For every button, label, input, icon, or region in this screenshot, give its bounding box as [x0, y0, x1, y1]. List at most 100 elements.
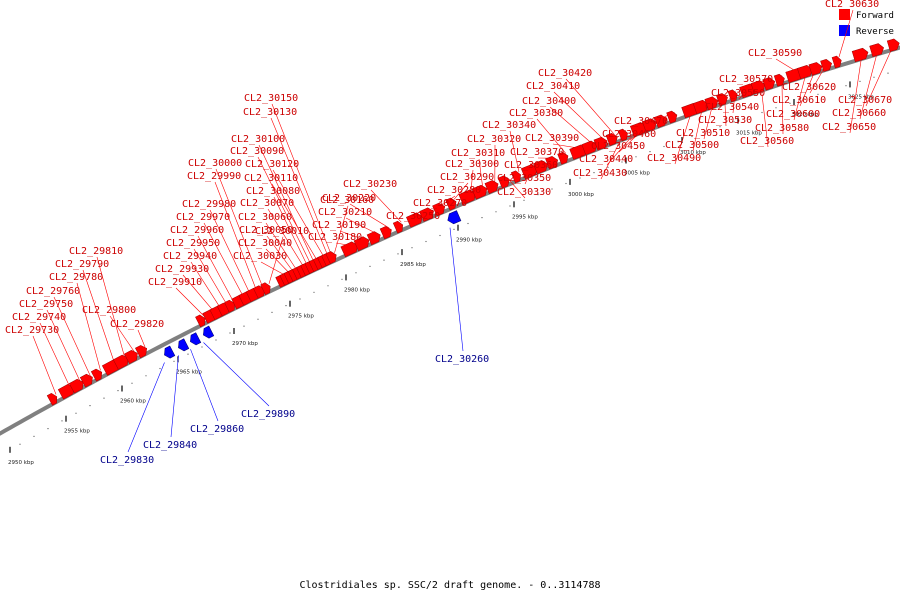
forward-gene-label[interactable]: CL2_30560 — [740, 136, 794, 147]
forward-gene-arrow[interactable] — [224, 299, 237, 313]
forward-gene-arrow[interactable] — [851, 47, 870, 63]
forward-gene-label[interactable]: CL2_30500 — [665, 140, 719, 151]
forward-gene-label[interactable]: CL2_30320 — [467, 134, 521, 145]
forward-gene-arrow[interactable] — [68, 377, 86, 394]
forward-gene-arrow[interactable] — [886, 38, 900, 52]
forward-gene-arrow[interactable] — [704, 95, 720, 111]
forward-gene-arrow[interactable] — [617, 128, 629, 142]
forward-gene-arrow[interactable] — [123, 348, 140, 365]
forward-gene-label[interactable]: CL2_30250 — [386, 211, 440, 222]
forward-gene-label[interactable]: CL2_29910 — [148, 277, 202, 288]
forward-gene-label[interactable]: CL2_29820 — [110, 319, 164, 330]
forward-gene-label[interactable]: CL2_30660 — [832, 108, 886, 119]
reverse-gene-arrow[interactable] — [162, 345, 176, 360]
forward-gene-label[interactable]: CL2_29780 — [49, 272, 103, 283]
forward-gene-arrow[interactable] — [762, 76, 777, 91]
forward-gene-label[interactable]: CL2_29740 — [12, 312, 66, 323]
reverse-gene-arrow[interactable] — [188, 332, 202, 347]
forward-gene-label[interactable]: CL2_30130 — [243, 107, 297, 118]
forward-gene-arrow[interactable] — [392, 220, 405, 234]
forward-gene-arrow[interactable] — [533, 159, 549, 175]
forward-gene-arrow[interactable] — [112, 353, 131, 370]
reverse-gene-label[interactable]: CL2_29890 — [241, 409, 295, 420]
forward-gene-label[interactable]: CL2_30090 — [230, 146, 284, 157]
forward-gene-label[interactable]: CL2_29750 — [19, 299, 73, 310]
forward-gene-label[interactable]: CL2_30270 — [413, 198, 467, 209]
forward-gene-arrow[interactable] — [773, 73, 786, 87]
forward-gene-arrow[interactable] — [557, 151, 570, 165]
forward-gene-arrow[interactable] — [605, 132, 619, 146]
forward-gene-arrow[interactable] — [808, 61, 824, 76]
forward-gene-label[interactable]: CL2_30390 — [525, 133, 579, 144]
forward-gene-arrow[interactable] — [260, 281, 273, 296]
forward-gene-arrow[interactable] — [432, 201, 447, 217]
forward-gene-label[interactable]: CL2_30100 — [231, 134, 285, 145]
forward-gene-label[interactable]: CL2_30350 — [497, 173, 551, 184]
forward-gene-label[interactable]: CL2_30490 — [647, 153, 701, 164]
forward-gene-label[interactable]: CL2_29990 — [187, 171, 241, 182]
forward-gene-label[interactable]: CL2_30160 — [320, 195, 374, 206]
forward-gene-label[interactable]: CL2_30460 — [602, 129, 656, 140]
forward-gene-label[interactable]: CL2_30510 — [676, 128, 730, 139]
forward-gene-label[interactable]: CL2_30330 — [497, 187, 551, 198]
forward-gene-label[interactable]: CL2_29930 — [155, 264, 209, 275]
forward-gene-label[interactable]: CL2_30420 — [538, 68, 592, 79]
forward-gene-arrow[interactable] — [340, 240, 360, 258]
forward-gene-label[interactable]: CL2_30400 — [522, 96, 576, 107]
forward-gene-label[interactable]: CL2_30540 — [705, 102, 759, 113]
forward-gene-label[interactable]: CL2_30050 — [239, 225, 293, 236]
forward-gene-label[interactable]: CL2_30360 — [504, 160, 558, 171]
forward-gene-label[interactable]: CL2_30000 — [188, 158, 242, 169]
forward-gene-arrow[interactable] — [642, 117, 658, 133]
reverse-gene-label[interactable]: CL2_29860 — [190, 424, 244, 435]
forward-gene-label[interactable]: CL2_30440 — [579, 154, 633, 165]
forward-gene-label[interactable]: CL2_30450 — [591, 141, 645, 152]
forward-gene-arrow[interactable] — [46, 392, 59, 406]
forward-gene-label[interactable]: CL2_30470 — [614, 116, 668, 127]
forward-gene-label[interactable]: CL2_29970 — [176, 212, 230, 223]
reverse-gene-arrow[interactable] — [446, 210, 462, 226]
forward-gene-label[interactable]: CL2_30370 — [510, 147, 564, 158]
forward-gene-arrow[interactable] — [692, 99, 710, 115]
forward-gene-label[interactable]: CL2_30580 — [755, 123, 809, 134]
forward-gene-arrow[interactable] — [419, 206, 435, 222]
forward-gene-label[interactable]: CL2_30110 — [244, 173, 298, 184]
reverse-gene-arrow[interactable] — [176, 338, 190, 353]
forward-gene-arrow[interactable] — [666, 110, 679, 124]
forward-gene-arrow[interactable] — [654, 114, 668, 128]
forward-gene-arrow[interactable] — [471, 184, 489, 200]
forward-gene-arrow[interactable] — [497, 174, 511, 189]
forward-gene-label[interactable]: CL2_30190 — [312, 220, 366, 231]
forward-gene-label[interactable]: CL2_30150 — [244, 93, 298, 104]
forward-gene-label[interactable]: CL2_30300 — [445, 159, 499, 170]
forward-gene-arrow[interactable] — [484, 179, 500, 194]
forward-gene-arrow[interactable] — [366, 230, 382, 246]
forward-gene-arrow[interactable] — [406, 211, 424, 228]
forward-gene-label[interactable]: CL2_29730 — [5, 325, 59, 336]
forward-gene-label[interactable]: CL2_29760 — [26, 286, 80, 297]
reverse-gene-label[interactable]: CL2_29840 — [143, 440, 197, 451]
forward-gene-label[interactable]: CL2_30530 — [698, 115, 752, 126]
forward-gene-label[interactable]: CL2_30570 — [719, 74, 773, 85]
forward-gene-label[interactable]: CL2_30290 — [440, 172, 494, 183]
forward-gene-label[interactable]: CL2_30220 — [322, 193, 376, 204]
forward-gene-label[interactable]: CL2_30230 — [343, 179, 397, 190]
forward-gene-arrow[interactable] — [90, 367, 104, 382]
forward-gene-label[interactable]: CL2_30210 — [318, 207, 372, 218]
forward-gene-label[interactable]: CL2_29940 — [163, 251, 217, 262]
forward-gene-arrow[interactable] — [545, 155, 560, 170]
forward-gene-arrow[interactable] — [727, 89, 739, 103]
forward-gene-label[interactable]: CL2_30380 — [509, 108, 563, 119]
forward-gene-arrow[interactable] — [353, 235, 371, 252]
forward-gene-label[interactable]: CL2_30310 — [451, 148, 505, 159]
forward-gene-label[interactable]: CL2_29790 — [55, 259, 109, 270]
forward-gene-arrow[interactable] — [135, 343, 149, 359]
forward-gene-label[interactable]: CL2_30280 — [427, 185, 481, 196]
forward-gene-arrow[interactable] — [820, 58, 834, 72]
forward-gene-label[interactable]: CL2_30010 — [255, 226, 309, 237]
forward-gene-label[interactable]: CL2_30590 — [748, 48, 802, 59]
reverse-gene-label[interactable]: CL2_30260 — [435, 354, 489, 365]
forward-gene-label[interactable]: CL2_30120 — [245, 159, 299, 170]
forward-gene-label[interactable]: CL2_30430 — [573, 168, 627, 179]
forward-gene-label[interactable]: CL2_30630 — [825, 0, 879, 10]
